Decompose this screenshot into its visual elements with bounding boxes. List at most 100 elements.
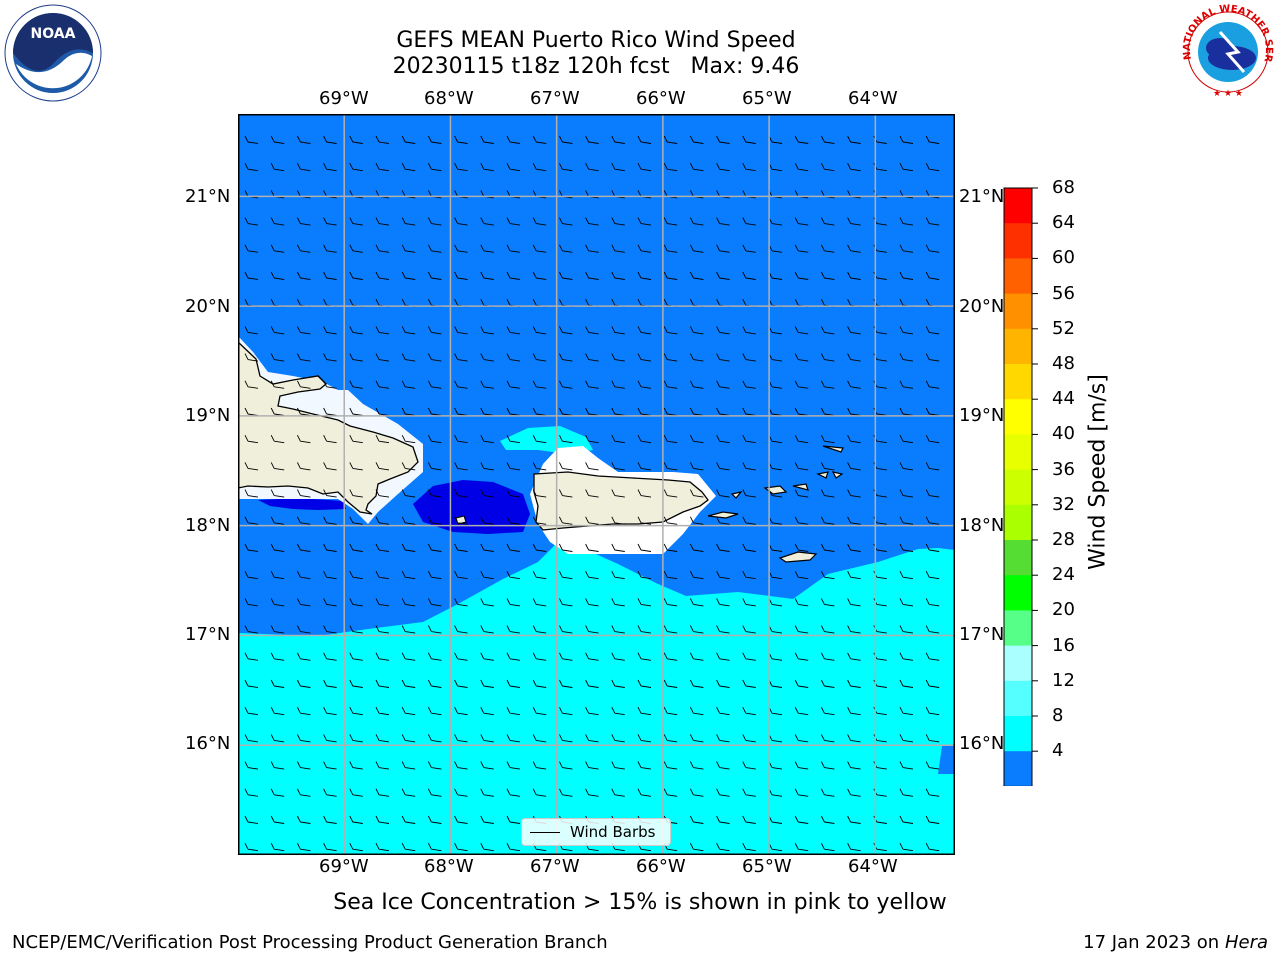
wind-barb	[270, 380, 285, 389]
wind-barb	[480, 842, 494, 852]
wind-barb	[427, 734, 442, 743]
wind-barb	[480, 570, 494, 580]
lon-label-bottom-67: 67°W	[530, 856, 580, 877]
wind-barb	[847, 516, 861, 525]
wind-barb	[296, 244, 311, 253]
wind-barb	[899, 162, 914, 172]
wind-barb	[244, 815, 259, 824]
wind-barb	[454, 842, 468, 852]
wind-barb	[847, 734, 861, 743]
wind-barb	[323, 135, 337, 144]
wind-barb	[742, 706, 756, 716]
wind-barb	[925, 271, 940, 280]
wind-barb	[244, 842, 259, 852]
wind-barb	[794, 489, 809, 498]
wind-barb	[375, 706, 390, 716]
footer-date-text: 17 Jan 2023 on	[1083, 932, 1225, 953]
wind-barb	[375, 217, 390, 226]
wind-barb	[532, 353, 547, 362]
wind-barb	[794, 652, 809, 661]
wind-barb	[820, 679, 835, 688]
lon-label-top-65: 65°W	[742, 88, 792, 109]
wind-barb	[663, 788, 678, 797]
wind-barb	[637, 326, 652, 335]
wind-barb	[847, 815, 861, 824]
wind-barb	[794, 543, 809, 552]
wind-barb	[558, 598, 573, 607]
wind-barb	[427, 353, 442, 362]
wind-barb	[611, 788, 625, 797]
wind-barb	[925, 135, 940, 144]
wind-barb	[716, 679, 730, 688]
wind-barb	[480, 625, 494, 634]
wind-barb	[480, 326, 494, 335]
wind-barb	[401, 625, 416, 634]
wind-barb	[637, 489, 652, 498]
wind-barb	[296, 516, 311, 525]
wind-barb	[323, 706, 337, 716]
wind-barb	[820, 815, 835, 824]
lat-label-right-18: 18°N	[959, 515, 1005, 536]
wind-barb	[506, 326, 521, 335]
wind-barb	[742, 625, 756, 634]
wind-barb	[480, 135, 494, 144]
gridlines	[238, 114, 955, 855]
wind-barb	[480, 380, 494, 389]
wind-barb	[532, 244, 547, 253]
wind-barb	[349, 734, 363, 743]
map-legend: Wind Barbs	[521, 818, 671, 846]
wind-barb	[454, 244, 468, 253]
wind-barb	[925, 652, 940, 661]
wind-barb	[847, 570, 861, 580]
wind-barb	[558, 734, 573, 743]
wind-barb	[742, 135, 756, 144]
wind-barb	[820, 516, 835, 525]
wind-barb	[427, 244, 442, 253]
wind-barb	[820, 353, 835, 362]
wind-barb	[375, 162, 390, 172]
wind-barb	[925, 326, 940, 335]
wind-barb	[349, 516, 363, 525]
wind-barb	[611, 380, 625, 389]
wind-barb	[506, 570, 521, 580]
wind-barb	[427, 380, 442, 389]
wind-barb	[663, 625, 678, 634]
wind-barb	[532, 543, 547, 552]
wind-barb	[925, 815, 940, 824]
wind-barb	[742, 516, 756, 525]
wind-barb	[349, 434, 363, 444]
wind-barb	[349, 842, 363, 852]
wind-barb	[716, 353, 730, 362]
wind-barb	[558, 706, 573, 716]
wind-barb	[244, 380, 259, 389]
wind-barb	[427, 516, 442, 525]
wind-barb	[532, 162, 547, 172]
wind-barb	[558, 570, 573, 580]
wind-barb	[899, 815, 914, 824]
wind-barb	[427, 788, 442, 797]
wind-barb	[925, 734, 940, 743]
colorbar-tick-label: 28	[1052, 529, 1075, 550]
wind-barb	[925, 244, 940, 253]
wind-barb	[585, 570, 599, 580]
virgin-islands	[763, 471, 844, 495]
wind-barb	[323, 380, 337, 389]
wind-barb	[349, 788, 363, 797]
wind-barb	[558, 434, 573, 444]
colorbar-tick-label: 68	[1052, 177, 1075, 198]
wind-barb	[506, 434, 521, 444]
wind-barb	[480, 761, 494, 770]
wind-barb	[244, 598, 259, 607]
wind-barb	[401, 788, 416, 797]
wind-barb	[375, 516, 390, 525]
wind-barb	[663, 271, 678, 280]
wind-barb	[532, 462, 547, 471]
wind-barb	[716, 761, 730, 770]
wind-barb	[401, 679, 416, 688]
wind-barb	[454, 788, 468, 797]
wind-barb	[663, 244, 678, 253]
wind-barb	[585, 734, 599, 743]
wind-barb	[401, 842, 416, 852]
wind-barb	[401, 570, 416, 580]
wind-barb	[296, 734, 311, 743]
